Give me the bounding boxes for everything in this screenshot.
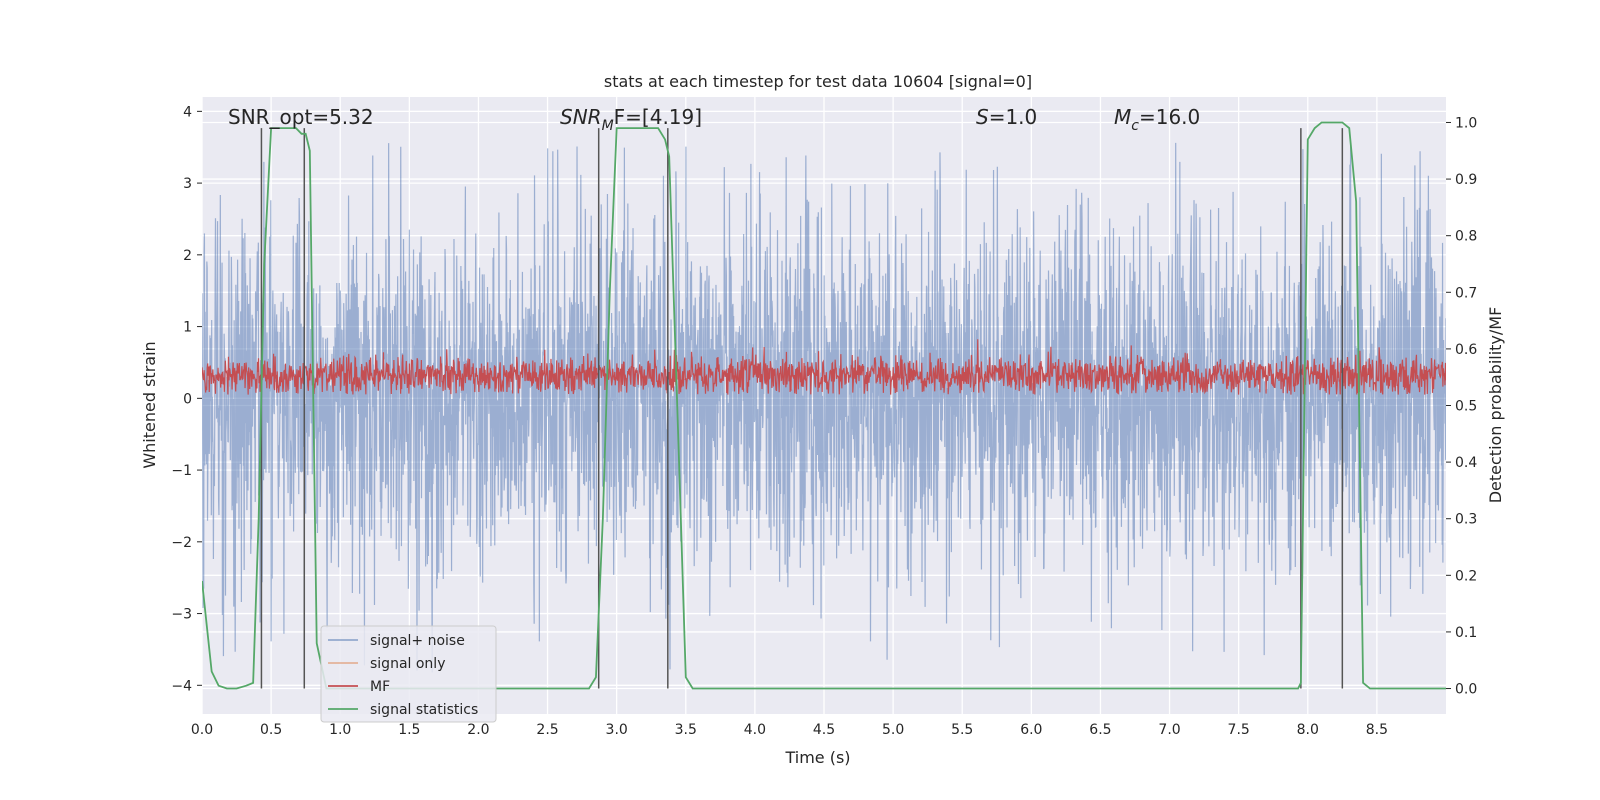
y-tick-label: −1 (171, 463, 192, 479)
annotation-mc-symbol: M (1114, 105, 1131, 129)
x-tick-label: 2.0 (467, 722, 489, 738)
x-tick-label: 8.5 (1366, 722, 1388, 738)
x-tick-label: 2.5 (536, 722, 558, 738)
x-axis-label: Time (s) (784, 748, 850, 767)
x-axis-ticks: 0.0 0.5 1.0 1.5 2.0 2.5 3.0 3.5 4.0 4.5 5.0 5.5 6.0 6… (191, 722, 1388, 738)
x-tick-label: 4.0 (744, 722, 766, 738)
y2-tick-label: 0.0 (1455, 682, 1477, 698)
annotation-snr-mf-tail: F=[4.19] (614, 105, 702, 129)
legend-label-mf: MF (370, 679, 390, 695)
y-tick-label: 4 (183, 104, 192, 120)
y-axis-label: Whitened strain (140, 341, 159, 468)
x-tick-label: 1.5 (398, 722, 420, 738)
annotation-snr-opt: SNR_opt=5.32 (228, 105, 374, 129)
annotation-s-value: =1.0 (989, 105, 1038, 129)
chart-title: stats at each timestep for test data 106… (604, 72, 1032, 91)
y2-tick-label: 0.9 (1455, 172, 1477, 188)
legend-label-signal-only: signal only (370, 656, 445, 672)
x-tick-label: 1.0 (329, 722, 351, 738)
plot-content (202, 121, 1446, 690)
y-axis-ticks: 4 3 2 1 0 −1 −2 −3 −4 (171, 104, 202, 694)
x-tick-label: 0.5 (260, 722, 282, 738)
x-tick-label: 5.0 (882, 722, 904, 738)
series-signal-statistics (202, 121, 1446, 690)
y-tick-label: 3 (183, 176, 192, 192)
y2-tick-label: 0.3 (1455, 512, 1477, 528)
legend-box (320, 625, 497, 723)
x-tick-label: 6.0 (1020, 722, 1042, 738)
x-tick-label: 4.5 (813, 722, 835, 738)
y2-tick-label: 0.2 (1455, 568, 1477, 584)
annotation-mc-value: =16.0 (1139, 105, 1200, 129)
y-tick-label: 2 (183, 248, 192, 264)
annotation-snr-mf: SNRMF=[4.19] (560, 105, 702, 134)
annotation-s: S=1.0 (976, 105, 1037, 129)
y-tick-label: 0 (183, 391, 192, 407)
annotation-mc-sub: c (1131, 118, 1139, 134)
legend: signal+ noise signal only MF signal stat… (320, 625, 497, 723)
y2-tick-label: 0.8 (1455, 229, 1477, 245)
x-tick-label: 6.5 (1089, 722, 1111, 738)
signal-statistics-line (202, 121, 1446, 690)
y-tick-label: −2 (171, 535, 192, 551)
x-tick-label: 3.0 (606, 722, 628, 738)
x-tick-label: 8.0 (1297, 722, 1319, 738)
y2-tick-label: 0.7 (1455, 285, 1477, 301)
y2-tick-label: 0.4 (1455, 455, 1477, 471)
annotation-mc: Mc=16.0 (1114, 105, 1200, 134)
x-tick-label: 7.0 (1158, 722, 1180, 738)
y2-tick-label: 0.1 (1455, 625, 1477, 641)
x-tick-label: 7.5 (1228, 722, 1250, 738)
annotation-snr-mf-symbol: SNR (560, 105, 602, 129)
x-tick-label: 0.0 (191, 722, 213, 738)
y-tick-label: −3 (171, 607, 192, 623)
x-tick-label: 3.5 (675, 722, 697, 738)
y2-axis-label: Detection probability/MF (1486, 307, 1505, 504)
y-tick-label: 1 (183, 320, 192, 336)
y-tick-label: −4 (171, 678, 192, 694)
legend-label-signal-statistics: signal statistics (370, 702, 478, 718)
annotation-snr-mf-sub: M (602, 118, 614, 134)
y2-tick-label: 0.6 (1455, 342, 1477, 358)
series-mf (202, 339, 1446, 395)
annotation-s-symbol: S (976, 105, 989, 129)
x-tick-label: 5.5 (951, 722, 973, 738)
y2-tick-label: 0.5 (1455, 399, 1477, 415)
mf-line (202, 339, 1446, 395)
legend-label-signal-noise: signal+ noise (370, 633, 465, 649)
y2-tick-label: 1.0 (1455, 115, 1477, 131)
y2-axis-ticks: 1.0 0.9 0.8 0.7 0.6 0.5 0.4 0.3 0.2 0.1 0.0 (1446, 115, 1477, 698)
